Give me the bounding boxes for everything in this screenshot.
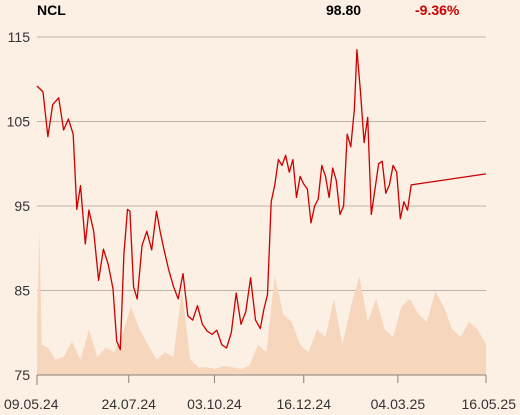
price-line-group [36,49,487,351]
x-tick-labels: 09.05.24 24.07.24 03.10.24 16.12.24 04.03.25… [4,396,516,412]
x-tick-label: 04.03.25 [371,396,426,412]
y-tick-label: 105 [7,114,31,130]
x-tick-label: 24.07.24 [101,396,156,412]
ticker-symbol: NCL [37,2,66,18]
x-tick-label: 16.12.24 [276,396,331,412]
y-tick-label: 95 [14,198,30,214]
change-percent: -9.36% [415,2,460,18]
y-tick-label: 115 [8,29,31,45]
last-price: 98.80 [326,2,362,18]
y-tick-label: 75 [14,367,30,383]
volume-area [37,230,486,375]
price-line [36,49,487,351]
axes [36,374,487,385]
y-tick-labels: 75 85 95 105 115 [7,29,31,383]
volume-area-path [37,230,486,375]
x-tick-label: 09.05.24 [4,396,59,412]
x-tick-label: 16.05.25 [462,396,517,412]
y-tick-label: 85 [14,283,30,299]
x-tick-label: 03.10.24 [187,396,242,412]
